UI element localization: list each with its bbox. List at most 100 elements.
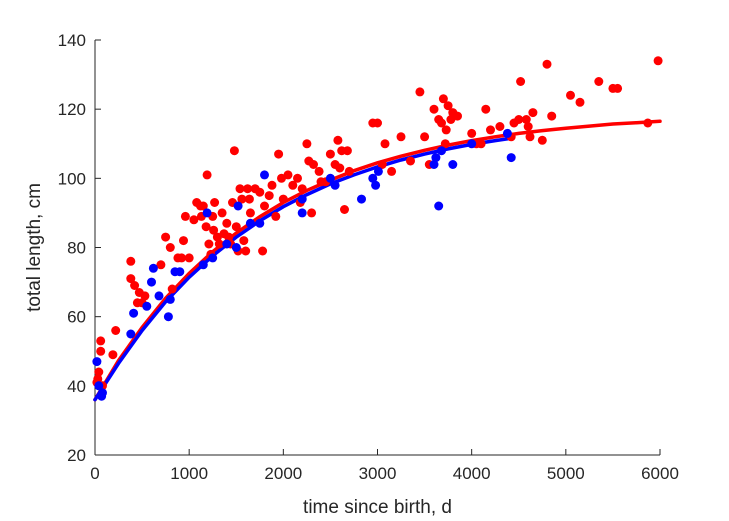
data-point [126,274,136,284]
x-tick-label: 6000 [641,464,679,483]
y-tick-label: 120 [58,100,86,119]
data-point [373,166,383,176]
data-point [233,201,243,211]
data-point [434,201,444,211]
data-point [420,132,430,142]
data-point [314,166,324,176]
data-point [204,239,214,249]
data-point [126,256,136,266]
data-points [92,56,663,401]
data-point [387,166,397,176]
data-point [274,149,284,159]
y-tick-label: 40 [67,377,86,396]
data-point [165,294,175,304]
data-point [514,115,524,124]
data-point [333,135,343,145]
fit-curve-3 [93,136,512,402]
data-point [93,374,103,384]
data-point [437,118,446,128]
data-point [126,329,136,339]
data-point [167,284,177,294]
data-point [344,166,354,176]
data-point [653,56,663,66]
data-point [448,160,458,169]
data-point [371,180,381,190]
data-point [547,111,557,121]
data-point [202,170,212,180]
data-point [243,184,253,194]
data-point [255,187,265,197]
data-point [180,211,190,221]
data-point [495,122,505,131]
y-tick-label: 20 [67,446,86,465]
data-point [235,184,245,194]
data-point [525,132,535,142]
data-point [297,208,307,218]
data-point [175,267,185,277]
data-point [307,208,317,218]
data-point [245,208,255,218]
data-point [502,128,512,138]
data-point [224,232,234,242]
data-point [441,125,451,135]
data-point [140,291,150,301]
data-point [594,77,604,86]
x-axis-label: time since birth, d [303,497,452,518]
data-point [575,97,585,107]
data-point [566,90,575,100]
x-tick-label: 4000 [453,464,491,483]
data-point [516,77,526,86]
data-point [92,357,102,367]
data-point [198,201,208,211]
data-point [293,173,302,183]
data-point [643,118,653,128]
data-point [210,198,220,207]
x-tick-label: 5000 [547,464,585,483]
data-point [201,222,211,232]
data-point [184,253,194,263]
data-point [94,367,104,377]
data-point [467,128,477,138]
data-point [438,94,448,104]
data-point [177,253,187,263]
x-tick-label: 0 [90,464,99,483]
data-point [94,381,104,391]
y-axis-label: total length, cm [24,183,45,312]
data-point [202,208,212,218]
data-point [325,173,335,183]
data-point [98,388,107,398]
data-point [377,160,387,169]
data-point [142,301,152,311]
data-point [476,139,486,149]
data-point [260,170,269,180]
data-point [335,163,345,173]
data-point [229,146,239,156]
data-point [111,326,121,335]
data-point [297,194,307,204]
data-point [288,180,298,190]
data-point [613,83,623,93]
data-point [231,222,241,232]
data-point [264,191,274,201]
data-point [161,232,171,242]
data-point [278,194,288,204]
data-point [198,260,208,270]
data-point [222,218,232,228]
data-point [396,132,406,142]
data-point [148,263,158,273]
data-point [528,108,538,118]
data-point [208,253,218,263]
data-point [260,201,269,211]
data-point [380,139,390,149]
data-point [217,208,227,218]
y-tick-label: 140 [58,31,86,50]
data-point [437,146,446,156]
data-point [271,211,281,221]
data-point [209,225,219,235]
data-point [506,153,516,163]
data-point [222,239,232,249]
data-point [130,281,140,290]
data-point [325,149,335,159]
